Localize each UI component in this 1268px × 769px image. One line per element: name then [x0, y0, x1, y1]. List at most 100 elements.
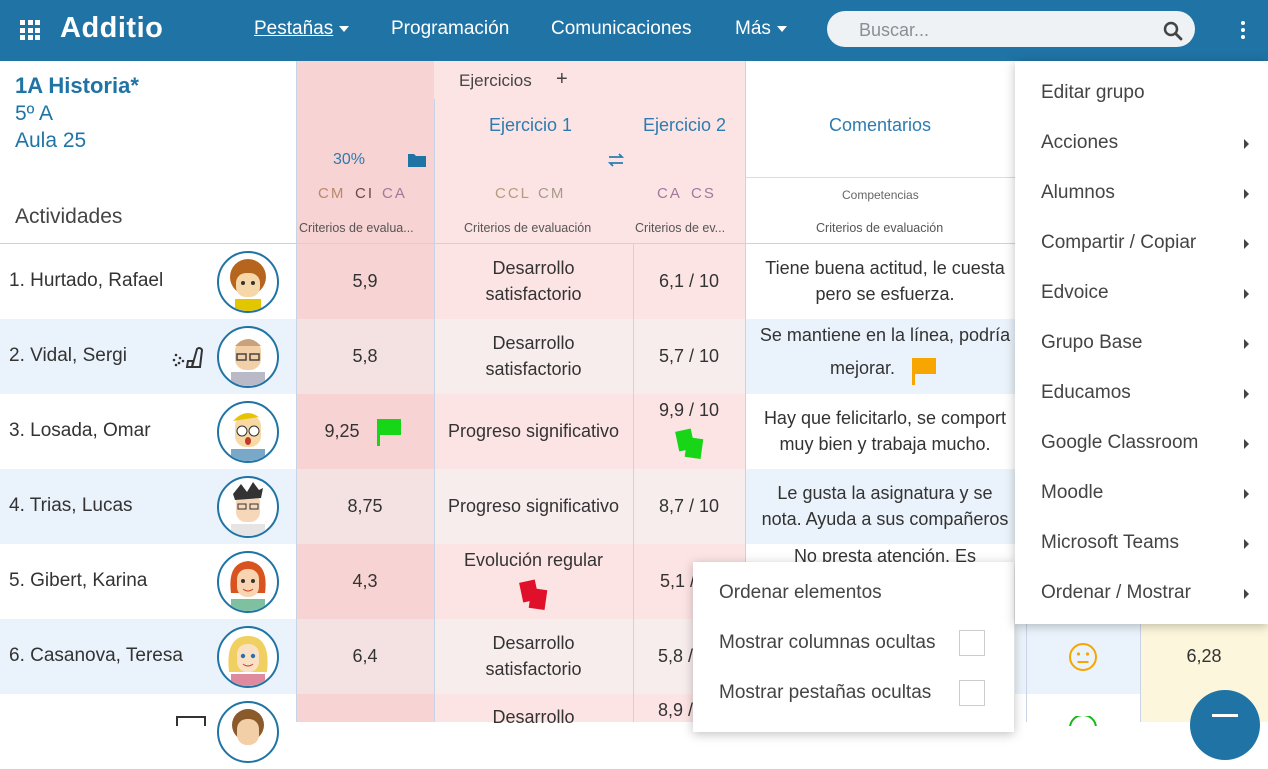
comment-cell[interactable] [745, 469, 1015, 544]
competency-ej2-1: CA [657, 185, 682, 202]
comment-cell[interactable] [745, 394, 1015, 469]
average-value: 6,28 [1186, 646, 1222, 666]
search-input[interactable] [857, 17, 1151, 43]
happy-face-icon[interactable] [1068, 716, 1098, 726]
add-column-button[interactable]: + [556, 68, 568, 90]
student-name[interactable]: 3. Losada, Omar [9, 420, 151, 441]
comentarios-header[interactable]: Comentarios [829, 115, 932, 135]
exercise-1-line: satisfactorio [485, 284, 582, 304]
nav-comunicaciones[interactable]: Comunicaciones [551, 18, 692, 39]
average-cell[interactable] [1140, 619, 1268, 694]
exercise-1-value: Desarrollo [492, 707, 575, 727]
exercise-2-value: 5,8 / [658, 646, 694, 666]
grade-cell[interactable] [296, 469, 434, 544]
ejercicios-group-header [434, 61, 745, 99]
student-name[interactable]: 1. Hurtado, Rafael [9, 270, 164, 291]
apps-grid-icon[interactable] [20, 20, 40, 40]
show-hidden-columns-checkbox[interactable] [959, 630, 985, 656]
submenu-arrow-icon [1244, 239, 1249, 249]
show-hidden-tabs-checkbox[interactable] [959, 680, 985, 706]
comment-line: nota. Ayuda a sus compañeros [761, 509, 1009, 529]
neutral-face-icon[interactable] [1068, 642, 1098, 672]
exercise-2-value: 8,7 / 10 [658, 496, 720, 516]
grade-cell[interactable] [296, 319, 434, 394]
exercise-cell[interactable] [434, 469, 745, 544]
ejercicios-label[interactable]: Ejercicios [459, 71, 532, 90]
comment-line: Se mantiene en la línea, podría [759, 325, 1011, 345]
divider [745, 177, 1015, 178]
divider [434, 99, 435, 722]
ejercicio-2-header[interactable]: Ejercicio 2 [643, 115, 727, 135]
cards-icon [519, 579, 548, 611]
nav-programacion[interactable]: Programación [391, 18, 510, 39]
group-title[interactable]: 1A Historia* [15, 73, 139, 98]
search-icon[interactable] [1163, 21, 1183, 41]
nav-mas[interactable]: Más [735, 18, 787, 40]
avatar[interactable] [217, 476, 279, 538]
grade-value: 5,8 [352, 346, 378, 366]
menu-item-grupo-base[interactable]: Grupo Base [1041, 332, 1143, 353]
top-bar: Additio Pestañas Programación Comunicaci… [0, 0, 1268, 61]
folder-icon[interactable] [407, 152, 427, 168]
student-name[interactable]: 4. Trias, Lucas [9, 495, 133, 516]
grade-cell[interactable] [296, 694, 434, 722]
grade-cell[interactable] [296, 619, 434, 694]
comment-cell[interactable] [745, 244, 1015, 319]
avatar[interactable] [217, 551, 279, 613]
kebab-menu-icon[interactable] [1240, 21, 1246, 41]
criteria-ej1[interactable]: Criterios de evaluación [464, 221, 592, 235]
menu-item-google-classroom[interactable]: Google Classroom [1041, 432, 1199, 453]
competency-main-2: CI [355, 185, 374, 202]
percent-label: 30% [333, 151, 366, 168]
grade-cell[interactable] [296, 544, 434, 619]
exercise-cell[interactable] [434, 244, 745, 319]
menu-item-compartir[interactable]: Compartir / Copiar [1041, 232, 1197, 253]
menu-item-acciones[interactable]: Acciones [1041, 132, 1119, 153]
criteria-ej2[interactable]: Criterios de ev... [635, 221, 726, 235]
submenu-arrow-icon [1244, 489, 1249, 499]
exercise-1-value: Desarrollo satisfactorio [434, 630, 633, 682]
comment-cell[interactable] [745, 319, 1015, 394]
exercise-cell[interactable] [434, 319, 745, 394]
avatar[interactable] [217, 326, 279, 388]
student-name[interactable]: 6. Casanova, Teresa [9, 645, 183, 666]
grade-cell[interactable] [296, 394, 434, 469]
criteria-comments[interactable]: Criterios de evaluación [816, 221, 944, 235]
comment-text: Le gusta la asignatura y se nota. Ayuda … [745, 480, 1025, 532]
avatar[interactable] [217, 401, 279, 463]
exercise-1-value: Progreso significativo [447, 421, 620, 441]
menu-item-educamos[interactable]: Educamos [1041, 382, 1131, 403]
menu-item-ordenar-mostrar[interactable]: Ordenar / Mostrar [1041, 582, 1191, 603]
attitude-cell[interactable] [1015, 619, 1140, 694]
avatar[interactable] [217, 626, 279, 688]
avatar[interactable] [217, 701, 279, 763]
grade-value: 8,75 [347, 496, 383, 516]
swap-icon[interactable] [606, 150, 626, 170]
student-name[interactable]: 5. Gibert, Karina [9, 570, 148, 591]
menu-item-mostrar-columnas[interactable]: Mostrar columnas ocultas [719, 632, 936, 653]
exercise-1-line: satisfactorio [485, 659, 582, 679]
ejercicio-1-header[interactable]: Ejercicio 1 [489, 115, 573, 135]
competency-main-1: CM [318, 185, 346, 202]
menu-item-alumnos[interactable]: Alumnos [1041, 182, 1115, 203]
group-options-menu: Editar grupo Acciones Alumnos Compartir … [1015, 61, 1268, 624]
divider [0, 243, 1015, 244]
group-room: Aula 25 [15, 129, 87, 152]
grade-cell[interactable] [296, 244, 434, 319]
comment-line: Hay que felicitarlo, se comport [763, 408, 1007, 428]
menu-item-editar-grupo[interactable]: Editar grupo [1041, 82, 1145, 103]
main-column-header [296, 61, 434, 244]
avatar[interactable] [217, 251, 279, 313]
menu-fab-icon[interactable] [1190, 690, 1260, 760]
menu-item-microsoft-teams[interactable]: Microsoft Teams [1041, 532, 1179, 553]
criteria-main[interactable]: Criterios de evalua... [299, 221, 414, 235]
nav-pestanas[interactable]: Pestañas [254, 18, 350, 40]
student-name[interactable]: 2. Vidal, Sergi [9, 345, 127, 366]
exercise-2-value: 5,7 / 10 [658, 346, 720, 366]
menu-item-moodle[interactable]: Moodle [1041, 482, 1104, 503]
brand-logo[interactable]: Additio [60, 12, 164, 44]
menu-item-ordenar[interactable]: Ordenar elementos [719, 582, 882, 603]
menu-item-mostrar-pestanas[interactable]: Mostrar pestañas ocultas [719, 682, 932, 703]
menu-item-edvoice[interactable]: Edvoice [1041, 282, 1109, 303]
exercise-1-value: Evolución regular [463, 550, 604, 570]
